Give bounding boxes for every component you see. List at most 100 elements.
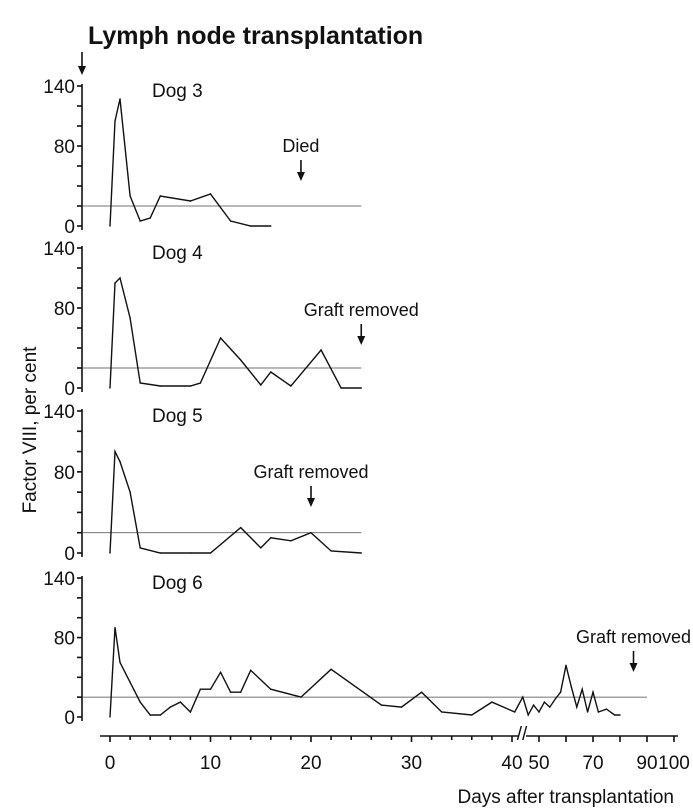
annotation-label: Graft removed <box>304 300 419 320</box>
data-point <box>471 714 473 716</box>
y-axis-title: Factor VIII, per cent <box>20 346 41 514</box>
data-point <box>260 547 262 549</box>
data-point <box>159 714 161 716</box>
data-point <box>250 225 252 227</box>
data-point <box>543 701 546 703</box>
data-point <box>149 714 151 716</box>
data-point <box>330 668 332 671</box>
data-point <box>149 217 151 219</box>
data-point <box>109 552 111 554</box>
data-point <box>199 382 202 384</box>
data-point <box>239 691 242 693</box>
panel-label: Dog 3 <box>152 81 203 102</box>
data-point <box>129 681 131 683</box>
data-point <box>114 450 116 453</box>
data-point <box>605 708 608 710</box>
annotation-label: Graft removed <box>253 462 368 482</box>
arrow-head-icon <box>629 663 638 672</box>
data-point <box>119 461 121 463</box>
data-point <box>270 371 272 373</box>
y-tick-label: 80 <box>54 137 75 158</box>
y-tick-label: 140 <box>43 239 75 260</box>
data-point <box>592 691 594 693</box>
y-tick-label: 0 <box>64 217 75 238</box>
data-point <box>491 701 493 703</box>
y-tick-label: 0 <box>64 708 75 729</box>
data-point <box>532 704 535 706</box>
data-point <box>109 225 111 227</box>
data-point <box>260 384 262 386</box>
data-point <box>300 696 302 698</box>
data-point <box>129 317 131 319</box>
x-tick-label: 100 <box>658 753 690 774</box>
data-point <box>114 120 116 122</box>
data-point <box>129 195 131 197</box>
data-point <box>250 669 252 672</box>
data-point <box>119 661 121 664</box>
data-point <box>576 706 578 708</box>
data-point <box>290 540 292 542</box>
x-tick-label: 50 <box>528 753 549 774</box>
data-point <box>320 349 322 351</box>
data-point <box>522 696 524 698</box>
data-point <box>139 701 141 703</box>
x-tick-label: 30 <box>401 753 422 774</box>
data-point <box>209 552 212 554</box>
data-point <box>179 701 182 703</box>
data-point <box>189 200 192 202</box>
x-axis-title: Days after transplantation <box>457 787 674 808</box>
data-point <box>159 385 161 387</box>
panel-3: 0 80 140 Dog 3 Died <box>43 77 362 238</box>
panels: 0 80 140 Dog 3 Died 0 80 140 Dog 4 Graft removed 0… <box>43 77 691 729</box>
data-point <box>159 552 161 554</box>
data-point <box>239 526 242 529</box>
data-point <box>219 337 222 339</box>
y-tick-label: 80 <box>54 299 75 320</box>
y-tick-label: 80 <box>54 463 75 484</box>
data-point <box>514 711 516 713</box>
data-point <box>270 688 272 690</box>
data-point <box>360 552 362 554</box>
panel-label: Dog 5 <box>152 406 203 427</box>
data-point <box>380 704 383 706</box>
arrow-head-icon <box>296 172 305 181</box>
series-line <box>109 627 620 718</box>
data-point <box>538 711 540 713</box>
data-point <box>330 550 332 552</box>
arrow-head-icon <box>307 498 315 507</box>
data-point <box>189 552 192 554</box>
data-point <box>270 537 272 539</box>
x-tick-label: 70 <box>582 753 603 774</box>
data-point <box>139 547 141 549</box>
data-point <box>270 225 272 227</box>
panel-label: Dog 6 <box>152 573 203 594</box>
transplant-start-arrow <box>78 52 86 75</box>
data-point <box>554 698 556 700</box>
data-point <box>189 711 192 713</box>
data-point <box>169 706 171 708</box>
panel-label: Dog 4 <box>152 243 203 264</box>
data-point <box>114 282 116 284</box>
data-point <box>581 688 583 690</box>
data-point <box>119 98 121 100</box>
y-tick-label: 80 <box>54 629 75 650</box>
series-line <box>109 98 271 227</box>
x-tick-label: 0 <box>105 753 116 774</box>
data-point <box>119 277 121 279</box>
annotation-label: Graft removed <box>576 627 691 647</box>
data-point <box>565 664 567 667</box>
y-tick-label: 140 <box>43 569 75 590</box>
annotation-label: Died <box>282 136 319 156</box>
data-point <box>189 385 192 387</box>
x-tick-label: 40 <box>501 753 522 774</box>
data-point <box>109 387 111 389</box>
data-point <box>159 195 161 197</box>
data-point <box>570 686 573 688</box>
data-point <box>209 688 212 690</box>
y-tick-label: 0 <box>64 379 75 400</box>
data-point <box>139 382 141 384</box>
data-point <box>360 387 362 389</box>
data-point <box>209 193 212 195</box>
arrow-head-icon <box>357 336 366 345</box>
